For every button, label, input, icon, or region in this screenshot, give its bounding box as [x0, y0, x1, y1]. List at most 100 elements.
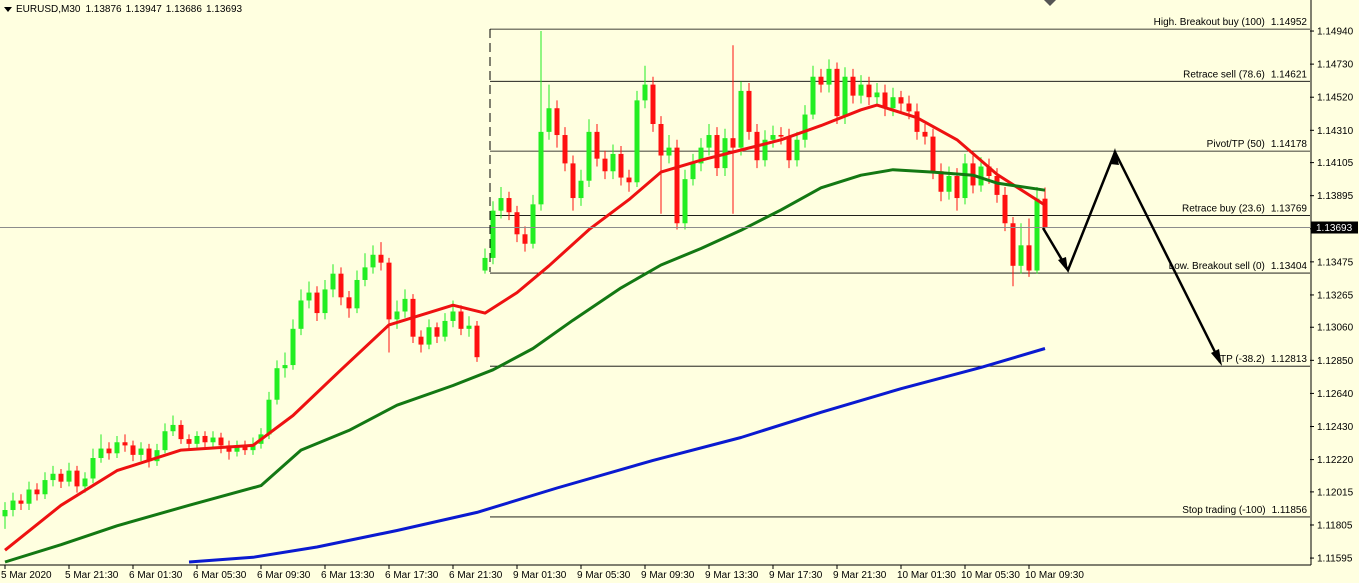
candle-body — [26, 489, 32, 504]
candle-body — [386, 262, 392, 320]
candle-body — [658, 123, 664, 156]
y-tick-label: 1.12015 — [1317, 487, 1354, 498]
candle-body — [90, 458, 96, 479]
candle-body — [682, 179, 688, 224]
candle-body — [58, 473, 64, 482]
candle-body — [890, 97, 896, 109]
candle-body — [10, 500, 16, 511]
candle-body — [706, 135, 712, 148]
candle-body — [562, 135, 568, 164]
level-name: TP (-38.2) — [1220, 354, 1265, 365]
candle-body — [762, 139, 768, 161]
x-tick-label: 10 Mar 01:30 — [897, 570, 956, 581]
y-tick-label: 1.11595 — [1317, 554, 1353, 565]
candle-body — [202, 435, 208, 443]
x-tick-label: 10 Mar 05:30 — [961, 570, 1020, 581]
candle-body — [642, 84, 648, 101]
candle-body — [1026, 245, 1032, 271]
candle-body — [482, 257, 488, 271]
candle-body — [874, 92, 880, 98]
candle-body — [570, 163, 576, 199]
level-value: 1.13769 — [1271, 204, 1308, 215]
header-low: 1.13686 — [166, 4, 203, 15]
y-tick-label: 1.12220 — [1317, 455, 1354, 466]
candle-body — [674, 147, 680, 224]
candle-body — [226, 445, 232, 452]
level-name: Retrace sell (78.6) — [1183, 69, 1265, 80]
candle-body — [114, 442, 120, 454]
candle-body — [242, 446, 248, 451]
candle-body — [962, 163, 968, 199]
x-tick-label: 9 Mar 05:30 — [577, 570, 631, 581]
candle-body — [346, 297, 352, 309]
y-tick-label: 1.13475 — [1317, 257, 1354, 268]
level-value: 1.14952 — [1271, 17, 1308, 28]
level-value: 1.11856 — [1272, 505, 1308, 516]
y-tick-label: 1.14310 — [1317, 126, 1354, 137]
x-tick-label: 10 Mar 09:30 — [1025, 570, 1084, 581]
y-tick-label: 1.14520 — [1317, 93, 1354, 104]
candle-body — [946, 175, 952, 192]
candle-body — [810, 76, 816, 115]
y-tick-label: 1.14940 — [1317, 27, 1354, 38]
level-value: 1.12813 — [1271, 354, 1308, 365]
candle-body — [954, 175, 960, 199]
level-label: Stop trading (-100) 1.11856 — [1182, 505, 1307, 516]
candle-body — [554, 108, 560, 136]
candle-body — [818, 76, 824, 85]
candle-body — [210, 437, 216, 443]
candle-body — [50, 473, 56, 481]
candle-body — [786, 136, 792, 161]
candle-body — [778, 135, 784, 137]
candle-body — [178, 424, 184, 440]
candle-body — [546, 108, 552, 132]
projection-arrow — [1041, 148, 1222, 363]
candle-body — [418, 336, 424, 345]
x-tick-label: 9 Mar 13:30 — [705, 570, 759, 581]
candle-body — [170, 424, 176, 432]
level-name: Pivot/TP (50) — [1207, 139, 1265, 150]
candle-body — [978, 166, 984, 186]
candle-body — [698, 147, 704, 164]
y-tick-label: 1.13060 — [1317, 323, 1354, 334]
x-tick-label: 5 Mar 2020 — [1, 570, 52, 581]
x-tick-label: 9 Mar 09:30 — [641, 570, 695, 581]
candle-body — [538, 131, 544, 205]
candle-body — [154, 450, 160, 462]
x-tick-label: 9 Mar 21:30 — [833, 570, 887, 581]
x-tick-label: 6 Mar 17:30 — [385, 570, 439, 581]
candle-body — [610, 153, 616, 172]
candle-body — [730, 138, 736, 148]
candle-body — [274, 368, 280, 400]
candle-body — [402, 298, 408, 312]
candle-body — [898, 97, 904, 104]
level-name: Retrace buy (23.6) — [1182, 204, 1265, 215]
candle-body — [930, 136, 936, 172]
candle-body — [522, 234, 528, 244]
level-label: Low. Breakout sell (0) 1.13404 — [1169, 261, 1308, 272]
candle-body — [130, 445, 136, 455]
candle-body — [74, 470, 80, 487]
candle-body — [186, 439, 192, 444]
candle-body — [882, 92, 888, 109]
candle-body — [922, 131, 928, 137]
candle-body — [42, 480, 48, 495]
candle-body — [98, 448, 104, 459]
candle-body — [146, 448, 152, 462]
y-tick-label: 1.12640 — [1317, 389, 1354, 400]
candle-body — [1034, 198, 1040, 271]
menu-marker — [4, 7, 12, 12]
arrow-head — [1211, 349, 1222, 366]
candle-body — [602, 158, 608, 172]
candle-body — [282, 365, 288, 369]
header-close: 1.13693 — [206, 4, 243, 15]
candle-body — [18, 500, 24, 504]
candle-body — [290, 328, 296, 366]
candle-body — [834, 68, 840, 117]
current-price-box — [1311, 221, 1358, 234]
candle-body — [122, 442, 128, 446]
candle-body — [746, 90, 752, 132]
level-name: Stop trading (-100) — [1182, 505, 1265, 516]
